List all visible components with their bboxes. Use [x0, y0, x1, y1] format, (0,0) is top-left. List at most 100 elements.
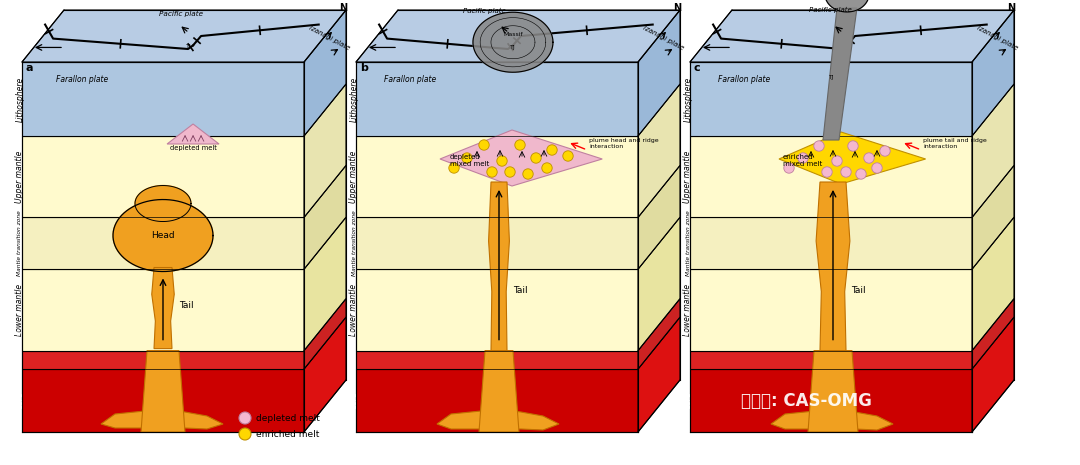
Polygon shape	[972, 10, 1014, 136]
Text: TJ: TJ	[828, 75, 834, 80]
Text: N: N	[1007, 3, 1015, 13]
Circle shape	[487, 167, 497, 177]
Circle shape	[814, 141, 824, 151]
Polygon shape	[22, 369, 303, 432]
Circle shape	[478, 140, 489, 150]
Circle shape	[546, 145, 557, 155]
Polygon shape	[690, 269, 972, 351]
Polygon shape	[22, 218, 303, 269]
Text: N: N	[673, 3, 681, 13]
Polygon shape	[825, 0, 869, 12]
Polygon shape	[638, 84, 680, 218]
Text: Pacific plate: Pacific plate	[463, 8, 505, 14]
Polygon shape	[638, 317, 680, 432]
Text: Lower mantle: Lower mantle	[684, 284, 692, 336]
Circle shape	[449, 163, 459, 173]
Polygon shape	[972, 299, 1014, 369]
Text: Izanagi plate: Izanagi plate	[308, 25, 351, 52]
Text: b: b	[360, 63, 368, 73]
Polygon shape	[690, 136, 972, 218]
Polygon shape	[303, 84, 346, 218]
Polygon shape	[303, 217, 346, 351]
Circle shape	[515, 140, 525, 150]
Polygon shape	[22, 10, 346, 62]
Text: depleted melt: depleted melt	[256, 413, 320, 423]
Text: depleted melt: depleted melt	[170, 145, 216, 151]
Polygon shape	[690, 10, 1014, 62]
Polygon shape	[690, 62, 972, 136]
Text: enriched
mixed melt: enriched mixed melt	[783, 154, 822, 167]
Text: enriched melt: enriched melt	[256, 430, 320, 438]
Polygon shape	[303, 317, 346, 432]
Polygon shape	[972, 217, 1014, 351]
Text: Lithosphere: Lithosphere	[350, 76, 359, 122]
Circle shape	[872, 163, 882, 173]
Polygon shape	[135, 186, 191, 221]
Text: Core-Mantle boundary: Core-Mantle boundary	[686, 331, 690, 389]
Text: Massif: Massif	[503, 32, 523, 37]
Circle shape	[880, 146, 890, 156]
Circle shape	[530, 153, 541, 163]
Polygon shape	[141, 351, 185, 432]
Polygon shape	[356, 269, 638, 351]
Text: Lower mantle: Lower mantle	[15, 284, 25, 336]
Polygon shape	[638, 217, 680, 351]
Polygon shape	[303, 299, 346, 369]
Text: Mantle transition zone: Mantle transition zone	[686, 211, 690, 276]
Polygon shape	[972, 317, 1014, 432]
Text: Lithosphere: Lithosphere	[15, 76, 25, 122]
Text: N: N	[339, 3, 347, 13]
Polygon shape	[22, 136, 303, 218]
Polygon shape	[488, 182, 510, 351]
Text: depleted
mixed melt: depleted mixed melt	[450, 154, 489, 167]
Text: Pacific plate: Pacific plate	[809, 7, 852, 13]
Circle shape	[832, 156, 842, 166]
Polygon shape	[303, 10, 346, 136]
Polygon shape	[638, 166, 680, 269]
Text: Tail: Tail	[179, 301, 193, 310]
Text: Core: Core	[15, 392, 25, 410]
Text: Upper mantle: Upper mantle	[15, 151, 25, 203]
Polygon shape	[972, 84, 1014, 218]
Circle shape	[855, 169, 866, 179]
Circle shape	[784, 163, 794, 173]
Text: Head: Head	[151, 231, 175, 240]
Circle shape	[563, 151, 573, 161]
Text: Mantle transition zone: Mantle transition zone	[351, 211, 356, 276]
Text: TJ: TJ	[186, 44, 192, 49]
Circle shape	[523, 169, 534, 179]
Polygon shape	[473, 12, 553, 72]
Polygon shape	[22, 351, 303, 369]
Text: Pacific plate: Pacific plate	[159, 11, 203, 17]
Polygon shape	[638, 299, 680, 369]
Polygon shape	[303, 166, 346, 269]
Circle shape	[542, 163, 552, 173]
Polygon shape	[356, 62, 638, 136]
Polygon shape	[638, 10, 680, 136]
Text: Lower mantle: Lower mantle	[350, 284, 359, 336]
Text: Farallon plate: Farallon plate	[718, 75, 770, 84]
Polygon shape	[356, 351, 638, 369]
Text: Core-Mantle boundary: Core-Mantle boundary	[351, 331, 356, 389]
Polygon shape	[823, 8, 856, 140]
Circle shape	[798, 153, 808, 163]
Polygon shape	[102, 409, 222, 429]
Text: Tail: Tail	[851, 286, 866, 295]
Circle shape	[239, 428, 251, 440]
Text: Izanagi plate: Izanagi plate	[642, 25, 685, 52]
Polygon shape	[440, 130, 603, 186]
Text: Core-Mantle boundary: Core-Mantle boundary	[17, 331, 23, 389]
Polygon shape	[113, 199, 213, 272]
Text: Upper mantle: Upper mantle	[350, 151, 359, 203]
Circle shape	[504, 167, 515, 177]
Text: Farallon plate: Farallon plate	[384, 75, 436, 84]
Circle shape	[822, 167, 833, 177]
Polygon shape	[690, 351, 972, 369]
Polygon shape	[356, 218, 638, 269]
Polygon shape	[771, 409, 893, 430]
Text: Farallon plate: Farallon plate	[56, 75, 108, 84]
Polygon shape	[816, 182, 850, 351]
Text: Lithosphere: Lithosphere	[684, 76, 692, 122]
Polygon shape	[690, 369, 972, 432]
Circle shape	[462, 153, 472, 163]
